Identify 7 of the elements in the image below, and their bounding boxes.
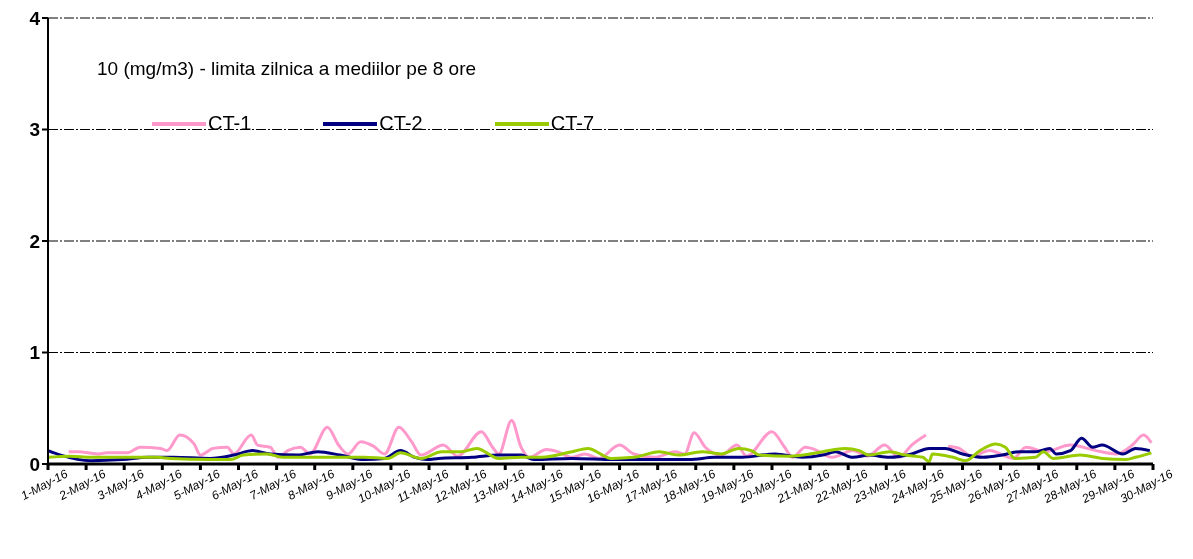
y-tick-label: 3 xyxy=(29,119,40,141)
y-tick-label: 4 xyxy=(29,7,41,29)
y-tick-label: 1 xyxy=(29,342,41,364)
annotation: 10 (mg/m3) - limita zilnica a mediilor pe 8 ore xyxy=(97,58,477,79)
legend-label: CT-7 xyxy=(550,112,595,135)
y-tick-label: 2 xyxy=(29,230,40,252)
y-tick-label: 0 xyxy=(29,453,40,475)
